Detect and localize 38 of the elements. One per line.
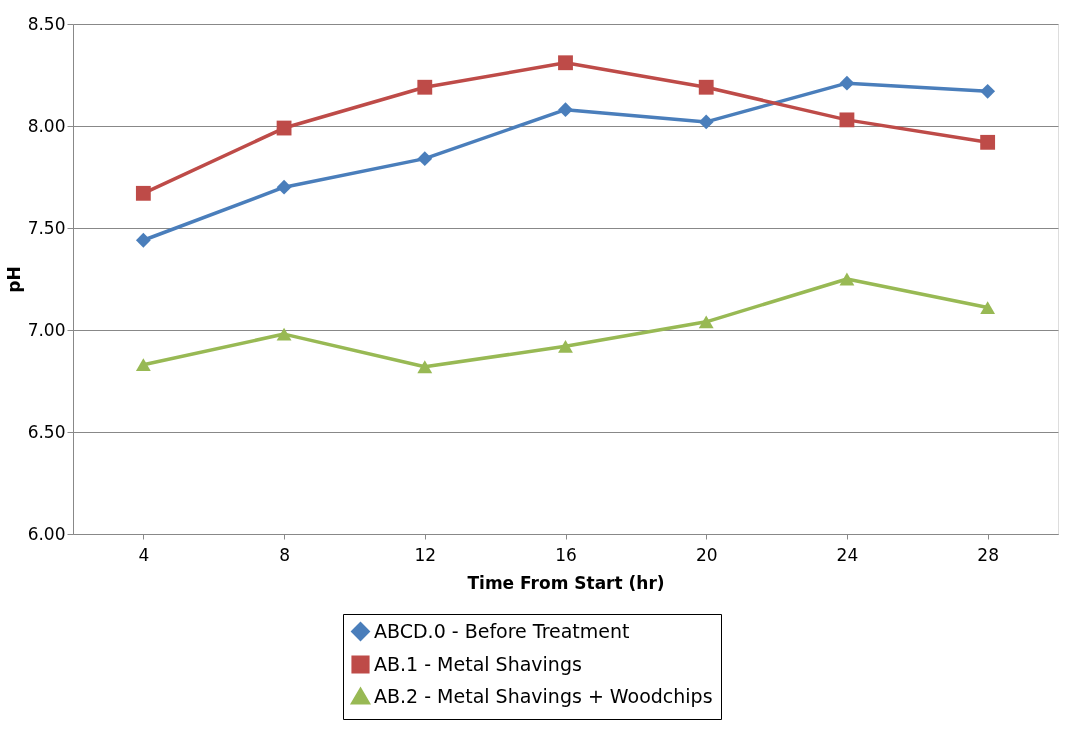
y-tick-label: 7.00: [27, 319, 66, 340]
y-tick-label: 8.00: [27, 115, 66, 136]
point: [135, 185, 151, 201]
y-tick-label: 6.00: [27, 523, 66, 544]
point: [980, 83, 996, 99]
x-axis-title: Time From Start (hr): [467, 572, 665, 593]
x-tick-label: 28: [977, 544, 999, 565]
point: [698, 114, 714, 130]
y-axis-title: pH: [3, 266, 24, 293]
y-tick-label: 7.50: [27, 217, 66, 238]
point: [135, 358, 151, 372]
x-tick-label: 20: [695, 544, 718, 565]
point: [135, 232, 151, 248]
legend-label: AB.2 - Metal Shavings + Woodchips: [374, 684, 713, 707]
x-tick-label: 16: [555, 544, 577, 565]
x-tick-label: 8: [279, 544, 290, 565]
point: [276, 179, 292, 195]
point: [417, 151, 433, 167]
point: [839, 112, 855, 128]
point: [417, 79, 433, 95]
point: [698, 79, 714, 95]
legend-label: ABCD.0 - Before Treatment: [374, 619, 630, 642]
point: [558, 339, 573, 353]
point: [980, 301, 996, 314]
point: [417, 360, 433, 374]
x-tick-label: 24: [836, 544, 859, 565]
y-tick-label: 8.50: [27, 13, 66, 34]
legend-label: AB.1 - Metal Shavings: [374, 652, 582, 675]
y-tick-label: 6.50: [27, 421, 66, 442]
x-tick-label: 4: [138, 544, 150, 565]
point: [839, 75, 855, 91]
point: [839, 272, 855, 286]
point: [558, 55, 573, 71]
point: [980, 134, 996, 150]
point: [558, 102, 573, 118]
x-tick-label: 12: [414, 544, 437, 565]
point: [276, 327, 292, 341]
point: [698, 315, 714, 329]
